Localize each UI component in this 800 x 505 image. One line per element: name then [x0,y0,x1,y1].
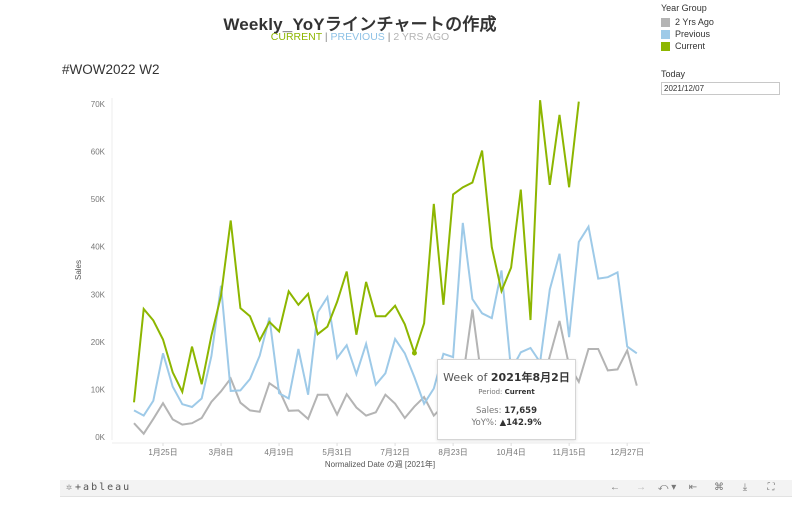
tooltip-week-value: 2021年8月2日 [490,371,570,384]
download-button[interactable]: ⤓ [732,481,758,495]
legend-swatch [661,17,670,27]
download-icon: ⤓ [742,482,748,493]
subtitle-current: CURRENT [270,31,322,43]
today-parameter: Today [661,69,780,95]
tooltip-sales: Sales: 17,659 [438,406,575,416]
fullscreen-button[interactable]: ⛶ [758,481,784,495]
redo-button[interactable]: → [628,481,654,495]
tooltip-period-value: Current [504,388,535,396]
x-tick-label: 12月27日 [610,448,644,457]
tableau-toolbar: ✲ +ableau ← → ⤺ ▾ ⇤ ⌘ ⤓ ⛶ [60,480,792,497]
legend-label: Previous [675,29,711,39]
x-tick-label: 5月31日 [322,448,351,457]
x-tick-label: 10月4日 [496,448,525,457]
x-tick-label: 7月12日 [380,448,409,457]
series-line-2-yrs-ago[interactable] [133,309,638,436]
redo-icon: → [636,482,646,493]
y-tick-label: 60K [91,148,106,157]
legend-label: Current [675,41,706,51]
y-tick-label: 0K [95,433,105,442]
highlighted-data-point[interactable] [411,350,417,356]
today-label: Today [661,69,686,79]
tableau-logo-text: +ableau [75,482,132,493]
tooltip-sales-label: Sales: [475,406,505,416]
share-icon: ⌘ [714,482,724,493]
revert-icon: ⤺ ▾ [657,482,677,493]
tooltip-week: Week of 2021年8月2日 [438,369,575,385]
today-date-input[interactable] [661,82,780,95]
y-tick-label: 40K [91,243,106,252]
x-tick-label: 3月8日 [209,448,234,457]
tooltip-yoy: YoY%: ▲142.9% [438,418,575,428]
y-axis-title: Sales [74,260,83,280]
toolbar-actions: ← → ⤺ ▾ ⇤ ⌘ ⤓ ⛶ [602,481,784,495]
tooltip: Week of 2021年8月2日 Period: Current Sales:… [437,359,576,440]
subtitle-separator: | [321,31,331,43]
subtitle-two-years-ago: 2 YRS AGO [393,31,450,43]
tableau-logo[interactable]: ✲ +ableau [66,482,131,493]
y-tick-label: 50K [91,195,106,204]
dashboard-subtitle: CURRENT | PREVIOUS | 2 YRS AGO [0,31,720,43]
reset-icon: ⇤ [688,482,698,493]
tooltip-period: Period: Current [438,388,575,396]
x-axis: 1月25日 3月8日 4月19日 5月31日 7月12日 8月23日 10月4日 11月15日… [112,442,650,457]
undo-icon: ← [610,482,620,493]
legend-item-previous[interactable]: Previous [661,28,714,40]
x-tick-label: 4月19日 [264,448,293,457]
legend-swatch [661,41,670,51]
y-tick-label: 70K [91,100,106,109]
tableau-logo-icon: ✲ [66,482,73,493]
legend-label: 2 Yrs Ago [675,17,714,27]
series-lines[interactable] [133,100,638,436]
fullscreen-icon: ⛶ [767,482,775,493]
share-button[interactable]: ⌘ [706,481,732,495]
subtitle-separator: | [384,31,394,43]
color-legend: Year Group 2 Yrs Ago Previous Current [661,3,714,52]
tooltip-yoy-value: ▲142.9% [499,418,542,428]
tooltip-sales-value: 17,659 [504,406,537,416]
y-tick-label: 20K [91,338,106,347]
tooltip-period-label: Period: [478,388,505,396]
x-tick-label: 11月15日 [553,448,586,457]
reset-button[interactable]: ⇤ [680,481,706,495]
legend-title: Year Group [661,3,707,13]
dashboard-title: Weekly_YoYラインチャートの作成 [223,15,497,34]
sheet-title: #WOW2022 W2 [62,62,160,77]
legend-item-current[interactable]: Current [661,40,714,52]
series-line-current[interactable] [133,100,580,403]
legend-item-2-yrs-ago[interactable]: 2 Yrs Ago [661,16,714,28]
y-tick-label: 30K [91,290,106,299]
revert-button[interactable]: ⤺ ▾ [654,481,680,495]
y-axis: 0K 10K 20K 30K 40K 50K 60K 70K [91,98,113,442]
line-chart: 0K 10K 20K 30K 40K 50K 60K 70K 1月25日 3月8日 4月19日 5月… [74,98,650,469]
subtitle-previous: PREVIOUS [330,31,385,43]
x-axis-title: Normalized Date の週 [2021年] [325,459,435,469]
x-tick-label: 1月25日 [148,448,177,457]
y-tick-label: 10K [91,385,106,394]
tooltip-week-prefix: Week of [443,371,491,384]
tooltip-yoy-label: YoY%: [471,418,500,428]
undo-button[interactable]: ← [602,481,628,495]
legend-swatch [661,29,670,39]
x-tick-label: 8月23日 [438,448,467,457]
